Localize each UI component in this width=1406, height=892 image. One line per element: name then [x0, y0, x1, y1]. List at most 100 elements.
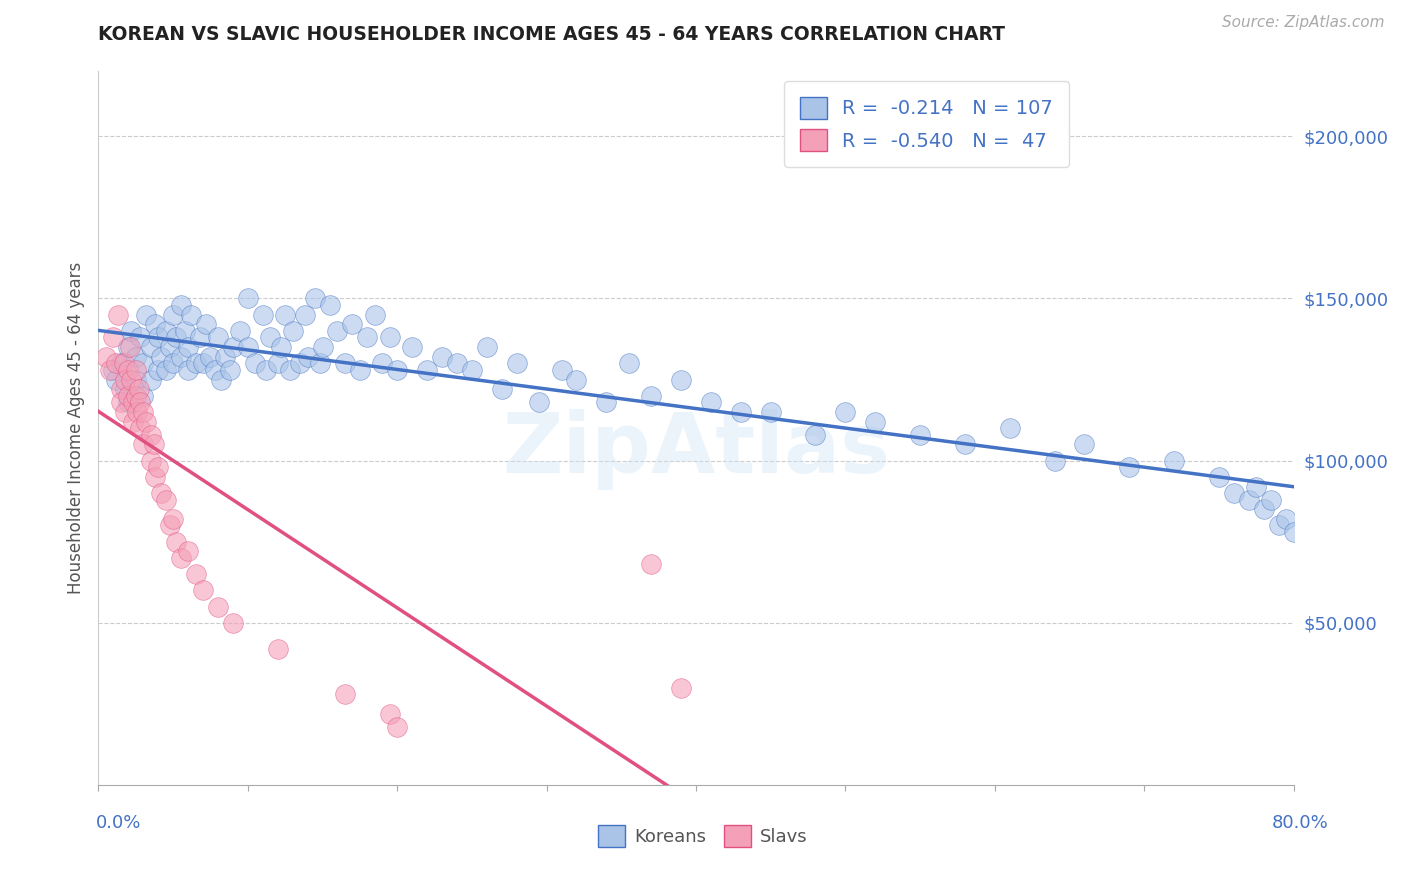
Point	[128, 382, 150, 396]
Point	[139, 372, 162, 386]
Point	[222, 340, 245, 354]
Point	[117, 363, 139, 377]
Point	[110, 395, 132, 409]
Point	[155, 363, 177, 377]
Point	[165, 534, 187, 549]
Point	[1208, 470, 1230, 484]
Point	[169, 350, 191, 364]
Point	[103, 330, 125, 344]
Point	[107, 308, 129, 322]
Point	[150, 486, 173, 500]
Point	[184, 356, 207, 370]
Point	[475, 340, 498, 354]
Point	[200, 350, 222, 364]
Point	[165, 330, 187, 344]
Point	[1223, 486, 1246, 500]
Point	[177, 544, 200, 558]
Point	[319, 298, 342, 312]
Point	[162, 356, 184, 370]
Point	[759, 405, 782, 419]
Legend: Koreans, Slavs: Koreans, Slavs	[589, 816, 817, 856]
Point	[311, 340, 333, 354]
Point	[159, 340, 181, 354]
Point	[908, 427, 931, 442]
Point	[143, 318, 166, 332]
Point	[169, 550, 191, 565]
Point	[148, 363, 170, 377]
Point	[274, 308, 297, 322]
Point	[281, 324, 304, 338]
Point	[177, 363, 200, 377]
Point	[219, 363, 242, 377]
Point	[129, 395, 152, 409]
Point	[129, 330, 152, 344]
Point	[304, 292, 326, 306]
Point	[214, 350, 236, 364]
Point	[155, 492, 177, 507]
Point	[416, 363, 439, 377]
Point	[378, 330, 401, 344]
Point	[565, 372, 588, 386]
Point	[125, 350, 148, 364]
Point	[730, 405, 752, 419]
Point	[207, 599, 229, 614]
Point	[1253, 502, 1275, 516]
Point	[110, 382, 132, 396]
Point	[148, 460, 170, 475]
Point	[669, 372, 692, 386]
Point	[550, 363, 572, 377]
Point	[118, 340, 141, 354]
Point	[103, 363, 125, 377]
Point	[527, 395, 550, 409]
Point	[385, 720, 409, 734]
Point	[356, 330, 378, 344]
Point	[110, 356, 132, 370]
Point	[125, 389, 148, 403]
Point	[139, 453, 162, 467]
Point	[364, 308, 387, 322]
Point	[430, 350, 453, 364]
Point	[267, 356, 290, 370]
Point	[669, 681, 692, 695]
Point	[236, 340, 259, 354]
Point	[120, 372, 142, 386]
Point	[191, 356, 214, 370]
Point	[804, 427, 827, 442]
Point	[1275, 512, 1298, 526]
Point	[142, 437, 165, 451]
Point	[132, 405, 155, 419]
Point	[953, 437, 976, 451]
Point	[188, 330, 211, 344]
Point	[207, 330, 229, 344]
Point	[245, 356, 267, 370]
Point	[326, 324, 349, 338]
Point	[333, 687, 356, 701]
Point	[204, 363, 226, 377]
Point	[1043, 453, 1066, 467]
Point	[349, 363, 371, 377]
Point	[195, 318, 218, 332]
Point	[1244, 479, 1267, 493]
Point	[150, 350, 173, 364]
Point	[308, 356, 330, 370]
Text: 80.0%: 80.0%	[1272, 814, 1329, 831]
Point	[1073, 437, 1095, 451]
Point	[259, 330, 281, 344]
Point	[1118, 460, 1140, 475]
Point	[127, 405, 149, 419]
Point	[371, 356, 394, 370]
Point	[401, 340, 423, 354]
Point	[446, 356, 468, 370]
Point	[342, 318, 364, 332]
Point	[236, 292, 259, 306]
Point	[461, 363, 484, 377]
Point	[129, 421, 152, 435]
Point	[294, 308, 316, 322]
Point	[125, 372, 148, 386]
Point	[121, 395, 143, 409]
Point	[143, 470, 166, 484]
Point	[169, 298, 191, 312]
Point	[112, 356, 135, 370]
Point	[222, 615, 245, 630]
Point	[278, 363, 301, 377]
